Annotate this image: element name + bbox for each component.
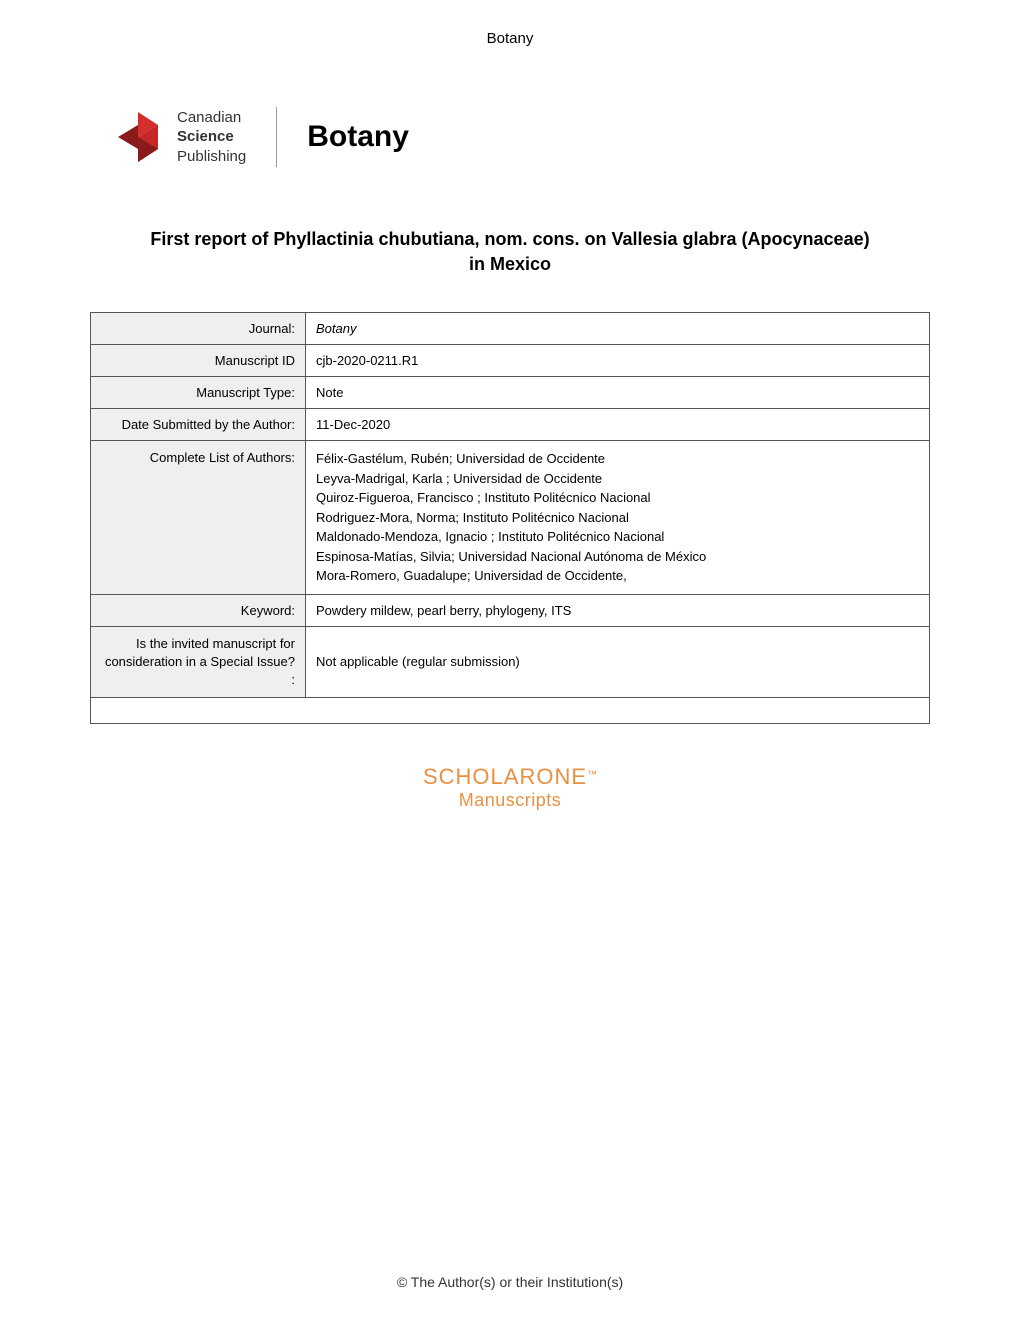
logo-section: Canadian Science Publishing Botany (110, 107, 930, 167)
table-row: Keyword:Powdery mildew, pearl berry, phy… (91, 594, 930, 626)
metadata-label: Date Submitted by the Author: (91, 409, 306, 441)
metadata-label: Keyword: (91, 594, 306, 626)
table-row: Complete List of Authors:Félix-Gastélum,… (91, 441, 930, 595)
table-row: Manuscript IDcjb-2020-0211.R1 (91, 345, 930, 377)
metadata-value: Félix-Gastélum, Rubén; Universidad de Oc… (306, 441, 930, 595)
metadata-value: cjb-2020-0211.R1 (306, 345, 930, 377)
logo-divider (276, 107, 277, 167)
footer-copyright: © The Author(s) or their Institution(s) (0, 1274, 1020, 1290)
scholarone-branding: SCHOLARONE™ Manuscripts (90, 764, 930, 811)
table-row: Journal:Botany (91, 313, 930, 345)
metadata-value: Not applicable (regular submission) (306, 626, 930, 698)
metadata-table: Journal:BotanyManuscript IDcjb-2020-0211… (90, 312, 930, 724)
metadata-label: Manuscript ID (91, 345, 306, 377)
metadata-value: Note (306, 377, 930, 409)
metadata-value: Powdery mildew, pearl berry, phylogeny, … (306, 594, 930, 626)
metadata-value: 11-Dec-2020 (306, 409, 930, 441)
csp-logo: Canadian Science Publishing (110, 107, 246, 167)
manuscript-title: First report of Phyllactinia chubutiana,… (90, 227, 930, 277)
table-row: Is the invited manuscript for considerat… (91, 626, 930, 698)
metadata-label: Manuscript Type: (91, 377, 306, 409)
csp-icon (110, 107, 165, 167)
header-journal-name: Botany (90, 30, 930, 47)
csp-line3: Publishing (177, 147, 246, 167)
csp-line1: Canadian (177, 108, 246, 128)
table-row: Manuscript Type:Note (91, 377, 930, 409)
botany-journal-label: Botany (307, 120, 409, 154)
scholarone-main: SCHOLARONE (423, 764, 587, 789)
metadata-label: Complete List of Authors: (91, 441, 306, 595)
scholarone-tm: ™ (587, 770, 597, 781)
metadata-label: Journal: (91, 313, 306, 345)
csp-line2: Science (177, 127, 246, 147)
metadata-label: Is the invited manuscript for considerat… (91, 626, 306, 698)
table-row: Date Submitted by the Author:11-Dec-2020 (91, 409, 930, 441)
scholarone-sub: Manuscripts (90, 790, 930, 811)
table-empty-row (91, 698, 930, 724)
csp-text: Canadian Science Publishing (177, 108, 246, 167)
empty-cell (91, 698, 930, 724)
metadata-value: Botany (306, 313, 930, 345)
